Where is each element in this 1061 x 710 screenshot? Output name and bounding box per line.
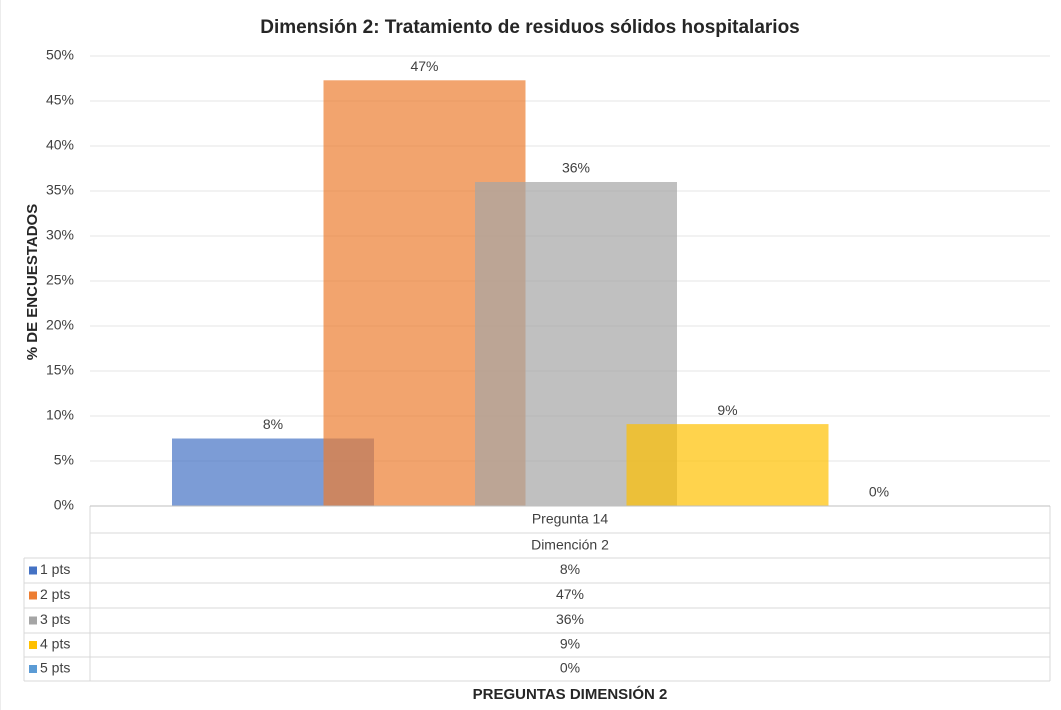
y-tick-label: 25% bbox=[46, 272, 74, 288]
y-tick-label: 40% bbox=[46, 137, 74, 153]
data-label: 36% bbox=[562, 160, 590, 176]
y-tick-label: 5% bbox=[54, 452, 74, 468]
y-tick-label: 30% bbox=[46, 227, 74, 243]
y-tick-label: 15% bbox=[46, 362, 74, 378]
y-tick-label: 35% bbox=[46, 182, 74, 198]
legend-label: 3 pts bbox=[40, 611, 70, 627]
y-tick-label: 0% bbox=[54, 497, 74, 513]
table-cell: 0% bbox=[560, 660, 580, 676]
legend-key bbox=[29, 566, 37, 575]
legend-label: 5 pts bbox=[40, 660, 70, 676]
table-cell: 47% bbox=[556, 586, 584, 602]
y-tick-label: 10% bbox=[46, 407, 74, 423]
legend-key bbox=[29, 616, 37, 625]
legend-label: 2 pts bbox=[40, 586, 70, 602]
table-cell: 8% bbox=[560, 561, 580, 577]
data-label: 9% bbox=[717, 402, 737, 418]
y-tick-label: 45% bbox=[46, 92, 74, 108]
data-label: 47% bbox=[410, 58, 438, 74]
y-tick-label: 20% bbox=[46, 317, 74, 333]
x-axis-title: PREGUNTAS DIMENSIÓN 2 bbox=[473, 685, 668, 703]
legend-key bbox=[29, 641, 37, 649]
legend-label: 1 pts bbox=[40, 561, 70, 577]
legend-key bbox=[29, 665, 37, 673]
y-tick-label: 50% bbox=[46, 47, 74, 63]
table-cell: 36% bbox=[556, 611, 584, 627]
legend-key bbox=[29, 591, 37, 600]
group-label: Dimención 2 bbox=[531, 537, 609, 553]
legend-label: 4 pts bbox=[40, 636, 70, 652]
y-axis-title: % DE ENCUESTADOS bbox=[24, 204, 41, 360]
data-label: 0% bbox=[869, 484, 889, 500]
category-label: Pregunta 14 bbox=[532, 511, 608, 527]
bar bbox=[626, 424, 829, 506]
chart-title: Dimensión 2: Tratamiento de residuos sól… bbox=[260, 17, 800, 38]
data-label: 8% bbox=[263, 416, 283, 432]
table-cell: 9% bbox=[560, 636, 580, 652]
